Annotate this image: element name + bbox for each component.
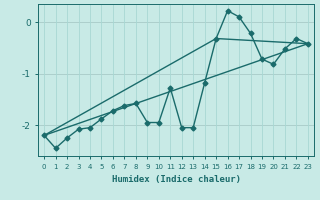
- X-axis label: Humidex (Indice chaleur): Humidex (Indice chaleur): [111, 175, 241, 184]
